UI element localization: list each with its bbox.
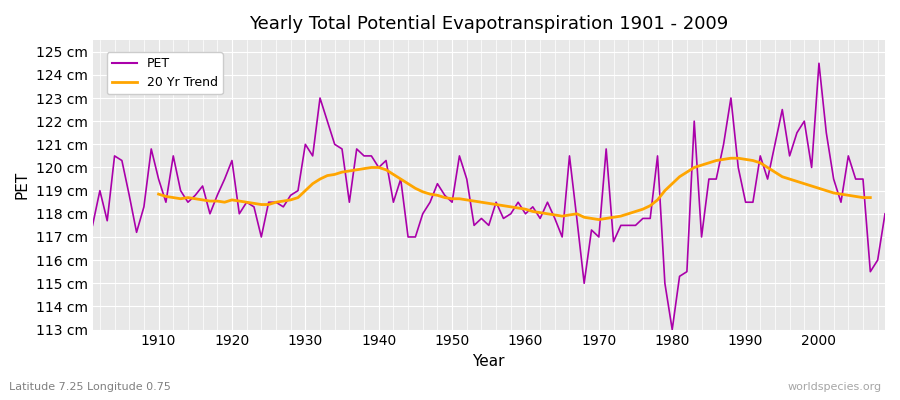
Legend: PET, 20 Yr Trend: PET, 20 Yr Trend bbox=[107, 52, 222, 94]
Title: Yearly Total Potential Evapotranspiration 1901 - 2009: Yearly Total Potential Evapotranspiratio… bbox=[249, 15, 728, 33]
Text: Latitude 7.25 Longitude 0.75: Latitude 7.25 Longitude 0.75 bbox=[9, 382, 171, 392]
Y-axis label: PET: PET bbox=[15, 171, 30, 199]
X-axis label: Year: Year bbox=[472, 354, 505, 369]
Text: worldspecies.org: worldspecies.org bbox=[788, 382, 882, 392]
